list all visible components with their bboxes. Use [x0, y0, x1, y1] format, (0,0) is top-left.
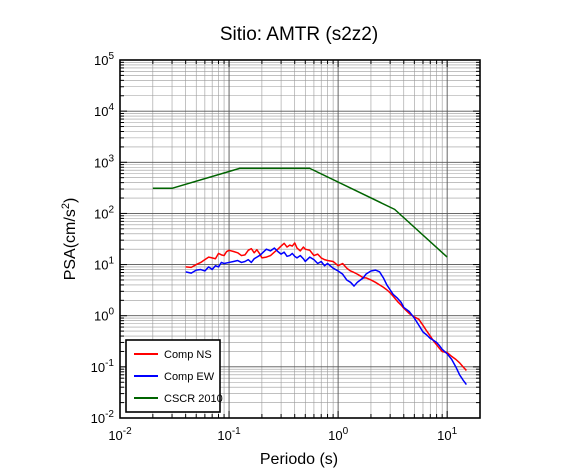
plot-frame — [119, 59, 481, 419]
x-tick-label: 100 — [328, 426, 348, 443]
y-tick-label: 10-2 — [91, 409, 115, 426]
y-axis-title-close: ) — [62, 198, 79, 203]
legend-label: CSCR 2010 — [164, 393, 223, 405]
y-tick-label: 102 — [94, 204, 114, 221]
x-tick-label: 101 — [437, 426, 457, 443]
y-tick-label: 10-1 — [91, 358, 115, 375]
x-tick-label: 10-1 — [217, 426, 241, 443]
legend-items: Comp NS Comp EW CSCR 2010 — [134, 349, 223, 405]
y-tick-label: 105 — [94, 51, 114, 68]
x-tick-labels: 10-2 10-1 100 101 — [108, 426, 457, 443]
series-line-comp-ew — [185, 247, 467, 386]
legend-label: Comp NS — [164, 349, 212, 361]
y-axis-title: PSA(cm/s2) — [60, 198, 79, 281]
chart-title: Sitio: AMTR (s2z2) — [220, 24, 378, 45]
y-axis-title-superscript: 2 — [60, 203, 72, 209]
series-layer — [152, 167, 467, 386]
y-tick-label: 101 — [94, 256, 114, 273]
y-axis-title-base: PSA(cm/s — [62, 209, 79, 280]
legend: Comp NS Comp EW CSCR 2010 — [125, 339, 223, 413]
y-tick-label: 104 — [94, 102, 114, 119]
x-tick-label: 10-2 — [108, 426, 132, 443]
grid-minor — [120, 60, 481, 418]
x-axis-title: Periodo (s) — [260, 451, 338, 468]
y-tick-label: 103 — [94, 153, 114, 170]
series-line-cscr-2010 — [152, 167, 448, 258]
axis-ticks — [119, 59, 481, 419]
legend-label: Comp EW — [164, 371, 215, 383]
series-line-comp-ns — [185, 242, 467, 371]
y-tick-labels: 10-2 10-1 100 101 102 103 104 105 — [91, 51, 115, 426]
y-tick-label: 100 — [94, 307, 114, 324]
